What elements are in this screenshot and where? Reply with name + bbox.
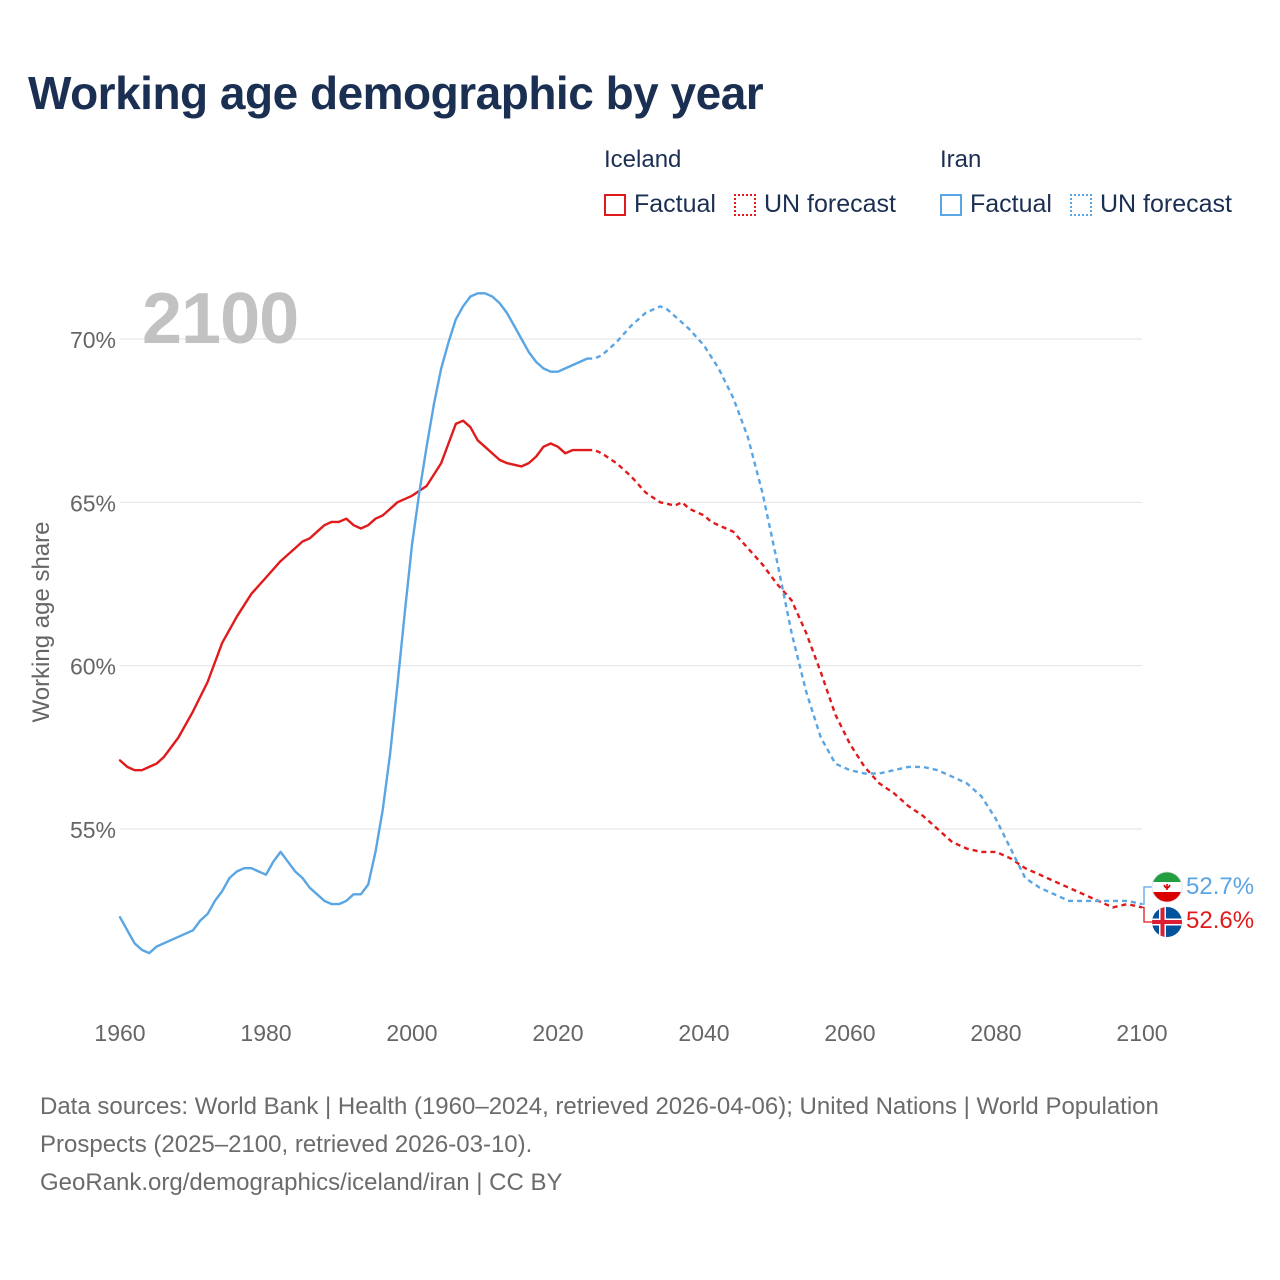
legend-swatch-iran-factual [940, 193, 962, 216]
legend-iceland-factual-label: Factual [634, 190, 716, 218]
legend-iceland-forecast-label: UN forecast [763, 190, 896, 218]
iran-factual-line [118, 292, 589, 955]
iceland-forecast-line [587, 448, 1143, 909]
chart-title: Working age demographic by year [28, 67, 764, 119]
x-tick-label: 1960 [94, 1020, 145, 1046]
x-tick-label: 2040 [678, 1020, 729, 1046]
legend-swatch-iceland-forecast [733, 193, 756, 216]
legend-iran-forecast[interactable]: UN forecast [1069, 190, 1232, 219]
iceland-flag-icon [1152, 907, 1182, 937]
x-tick-label: 2020 [532, 1020, 583, 1046]
y-tick-label: 55% [70, 817, 116, 843]
footer: Data sources: World Bank | Health (1960–… [40, 1088, 1240, 1202]
legend-iceland: Iceland Factual UN forecast [604, 146, 914, 219]
legend-iceland-factual[interactable]: Factual [604, 190, 716, 219]
x-tick-label: 2000 [386, 1020, 437, 1046]
x-tick-label: 2060 [824, 1020, 875, 1046]
legend-iran-title: Iran [940, 146, 982, 173]
x-tick-label: 2080 [970, 1020, 1021, 1046]
iceland-factual-line [118, 419, 589, 772]
year-watermark: 2100 [142, 279, 299, 359]
legend-swatch-iceland-factual [604, 193, 626, 216]
y-axis-label: Working age share [28, 521, 55, 723]
legend-swatch-iran-forecast [1069, 193, 1092, 216]
iran-end-connector [1142, 886, 1152, 905]
legend-iceland-title: Iceland [604, 146, 682, 173]
legend-iran-forecast-label: UN forecast [1099, 190, 1232, 218]
y-tick-label: 60% [70, 654, 116, 680]
y-tick-label: 70% [70, 327, 116, 353]
end-label-iceland: 52.6% [1186, 907, 1255, 934]
x-tick-label: 1980 [240, 1020, 291, 1046]
legend-iceland-forecast[interactable]: UN forecast [733, 190, 896, 219]
footer-sources: Data sources: World Bank | Health (1960–… [40, 1093, 1159, 1158]
legend-iran-factual[interactable]: Factual [940, 190, 1052, 219]
legend-iran: Iran Factual UN forecast [940, 146, 1250, 219]
y-tick-label: 65% [70, 490, 116, 516]
x-tick-label: 2100 [1116, 1020, 1167, 1046]
iran-forecast-line [587, 305, 1143, 906]
end-label-iran: 52.7% [1186, 873, 1255, 900]
iran-flag-icon [1151, 871, 1183, 903]
legend-iran-factual-label: Factual [970, 190, 1052, 218]
iceland-end-connector [1142, 906, 1152, 923]
footer-link[interactable]: GeoRank.org/demographics/iceland/iran | … [40, 1169, 563, 1196]
